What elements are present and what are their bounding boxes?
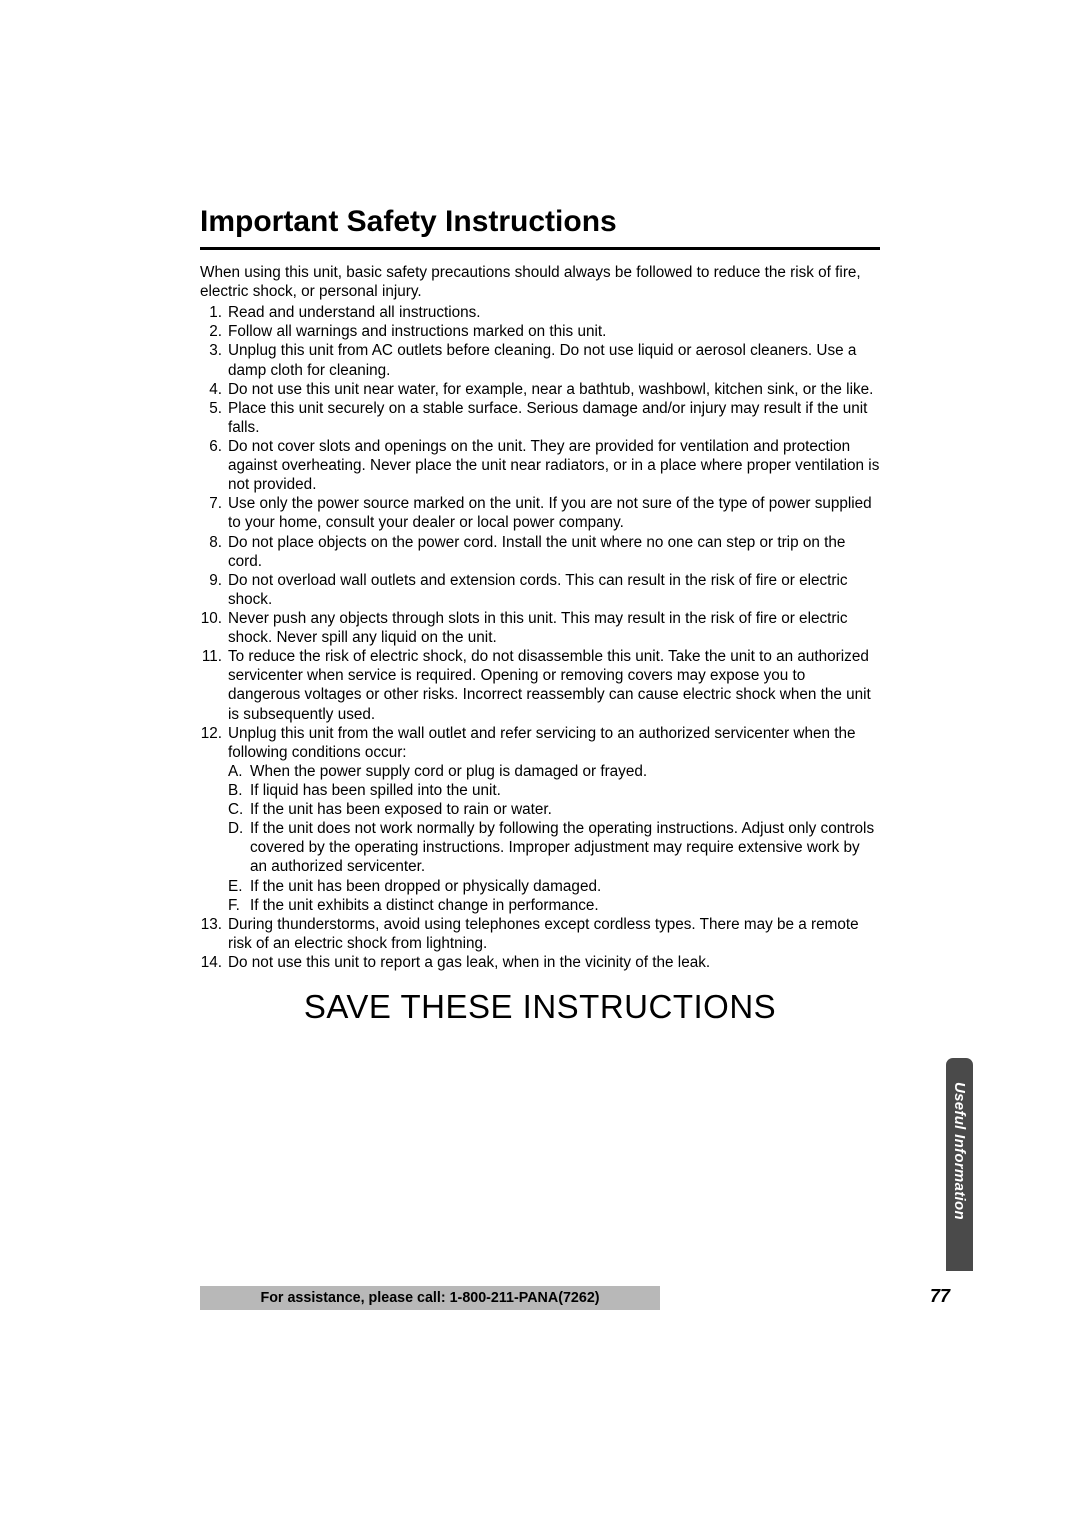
save-banner: SAVE THESE INSTRUCTIONS bbox=[200, 988, 880, 1026]
list-item: 7.Use only the power source marked on th… bbox=[200, 494, 880, 532]
list-item: 8.Do not place objects on the power cord… bbox=[200, 533, 880, 571]
list-item: 12. Unplug this unit from the wall outle… bbox=[200, 724, 880, 915]
footer: For assistance, please call: 1-800-211-P… bbox=[200, 1286, 973, 1310]
list-text: Unplug this unit from AC outlets before … bbox=[228, 341, 880, 379]
page-title: Important Safety Instructions bbox=[200, 205, 880, 239]
list-text: Do not use this unit near water, for exa… bbox=[228, 380, 873, 399]
list-text: Read and understand all instructions. bbox=[228, 303, 481, 322]
sub-item: B.If liquid has been spilled into the un… bbox=[228, 781, 880, 800]
page-number: 77 bbox=[930, 1286, 950, 1307]
list-item: 13.During thunderstorms, avoid using tel… bbox=[200, 915, 880, 953]
list-text: Unplug this unit from the wall outlet an… bbox=[228, 725, 856, 761]
list-text: Use only the power source marked on the … bbox=[228, 494, 880, 532]
footer-bar: For assistance, please call: 1-800-211-P… bbox=[200, 1286, 660, 1310]
list-item: 2.Follow all warnings and instructions m… bbox=[200, 322, 880, 341]
sub-item: C.If the unit has been exposed to rain o… bbox=[228, 800, 880, 819]
list-item: 6.Do not cover slots and openings on the… bbox=[200, 437, 880, 494]
list-text: Do not use this unit to report a gas lea… bbox=[228, 953, 710, 972]
sub-text: When the power supply cord or plug is da… bbox=[250, 762, 647, 781]
list-item: 10.Never push any objects through slots … bbox=[200, 609, 880, 647]
footer-text: For assistance, please call: 1-800-211-P… bbox=[260, 1290, 599, 1306]
list-text: Do not cover slots and openings on the u… bbox=[228, 437, 880, 494]
sub-item: A.When the power supply cord or plug is … bbox=[228, 762, 880, 781]
list-item: 4.Do not use this unit near water, for e… bbox=[200, 380, 880, 399]
list-text: During thunderstorms, avoid using teleph… bbox=[228, 915, 880, 953]
sub-text: If the unit has been exposed to rain or … bbox=[250, 800, 552, 819]
list-item: 9.Do not overload wall outlets and exten… bbox=[200, 571, 880, 609]
sub-item: F.If the unit exhibits a distinct change… bbox=[228, 896, 880, 915]
list-item: 11.To reduce the risk of electric shock,… bbox=[200, 647, 880, 723]
list-item: 1.Read and understand all instructions. bbox=[200, 303, 880, 322]
list-text: Place this unit securely on a stable sur… bbox=[228, 399, 880, 437]
list-text: Never push any objects through slots in … bbox=[228, 609, 880, 647]
sub-text: If the unit has been dropped or physical… bbox=[250, 877, 601, 896]
list-text: Do not place objects on the power cord. … bbox=[228, 533, 880, 571]
intro-text: When using this unit, basic safety preca… bbox=[200, 263, 880, 301]
sub-text: If liquid has been spilled into the unit… bbox=[250, 781, 501, 800]
list-text: Do not overload wall outlets and extensi… bbox=[228, 571, 880, 609]
sub-item: E.If the unit has been dropped or physic… bbox=[228, 877, 880, 896]
list-item: 14.Do not use this unit to report a gas … bbox=[200, 953, 880, 972]
sub-item: D.If the unit does not work normally by … bbox=[228, 819, 880, 876]
sub-text: If the unit does not work normally by fo… bbox=[250, 819, 880, 876]
list-text: Follow all warnings and instructions mar… bbox=[228, 322, 606, 341]
section-tab: Useful Information bbox=[946, 1058, 973, 1271]
sub-text: If the unit exhibits a distinct change i… bbox=[250, 896, 599, 915]
safety-list: 1.Read and understand all instructions. … bbox=[200, 303, 880, 972]
section-tab-label: Useful Information bbox=[951, 1082, 968, 1220]
list-text: To reduce the risk of electric shock, do… bbox=[228, 647, 880, 723]
sub-list: A.When the power supply cord or plug is … bbox=[228, 762, 880, 915]
title-rule bbox=[200, 247, 880, 250]
list-item: 5.Place this unit securely on a stable s… bbox=[200, 399, 880, 437]
list-item: 3.Unplug this unit from AC outlets befor… bbox=[200, 341, 880, 379]
